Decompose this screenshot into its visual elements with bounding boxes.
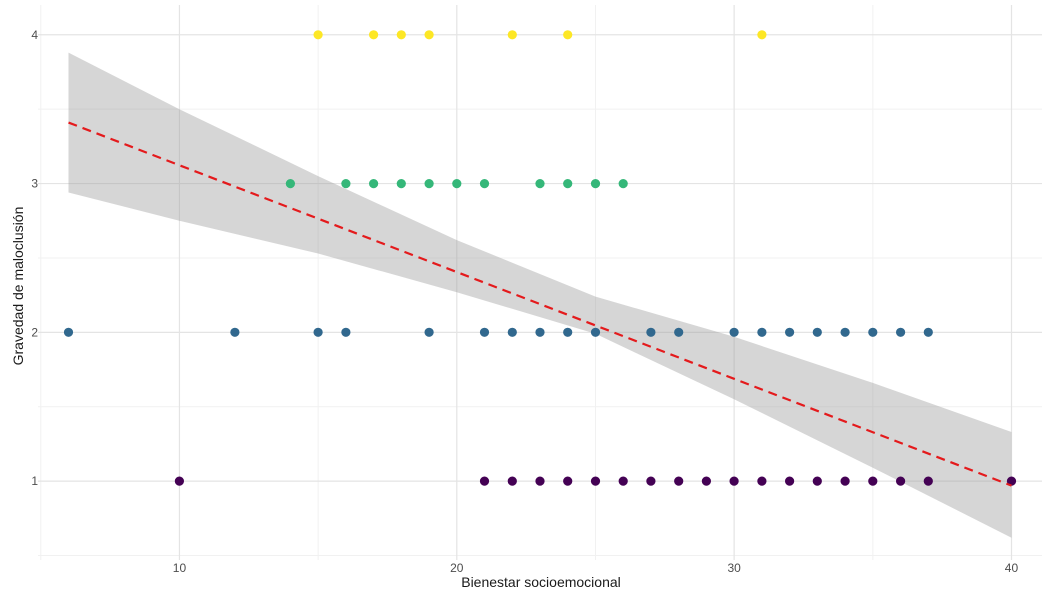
data-point xyxy=(590,327,601,337)
data-point xyxy=(923,327,933,337)
data-point xyxy=(369,179,379,189)
data-point xyxy=(479,327,490,337)
data-point xyxy=(646,476,656,486)
data-point xyxy=(563,327,573,337)
data-point xyxy=(174,476,184,486)
data-point xyxy=(757,30,767,40)
confidence-band xyxy=(68,52,1012,538)
data-point xyxy=(868,476,878,486)
data-point xyxy=(590,476,601,486)
regression-line-path xyxy=(68,121,1012,487)
data-point xyxy=(230,327,240,337)
data-points xyxy=(63,30,1017,486)
data-point xyxy=(896,327,906,337)
data-point xyxy=(424,30,434,40)
data-point xyxy=(424,327,434,337)
data-point xyxy=(507,30,517,40)
data-point xyxy=(313,327,323,337)
data-point xyxy=(868,327,878,337)
data-point xyxy=(563,476,573,486)
regression-line xyxy=(68,121,1012,487)
x-tick-label: 20 xyxy=(450,561,464,575)
data-point xyxy=(646,327,656,337)
data-point xyxy=(341,327,351,337)
data-point xyxy=(479,476,490,486)
x-tick-label: 10 xyxy=(173,561,187,575)
data-point xyxy=(618,476,628,486)
data-point xyxy=(618,179,628,189)
data-point xyxy=(785,327,795,337)
y-tick-label: 2 xyxy=(31,325,38,339)
data-point xyxy=(701,476,712,486)
data-point xyxy=(923,476,933,486)
data-point xyxy=(590,179,601,189)
data-point xyxy=(535,327,545,337)
x-tick-label: 30 xyxy=(727,561,741,575)
data-point xyxy=(396,30,406,40)
data-point xyxy=(563,30,573,40)
data-point xyxy=(840,327,850,337)
data-point xyxy=(535,179,545,189)
y-tick-label: 4 xyxy=(31,28,38,42)
y-axis-title: Gravedad de maloclusión xyxy=(10,207,26,366)
confidence-band-area xyxy=(68,52,1012,538)
data-point xyxy=(507,327,517,337)
data-point xyxy=(341,179,351,189)
data-point xyxy=(285,179,295,189)
data-point xyxy=(729,327,739,337)
x-tick-label: 40 xyxy=(1005,561,1019,575)
y-tick-label: 1 xyxy=(31,474,38,488)
minor-gridlines xyxy=(38,5,1042,560)
data-point xyxy=(479,179,490,189)
data-point xyxy=(757,476,767,486)
data-point xyxy=(757,327,767,337)
data-point xyxy=(369,30,379,40)
data-point xyxy=(812,476,822,486)
data-point xyxy=(507,476,517,486)
data-point xyxy=(896,476,906,486)
data-point xyxy=(535,476,545,486)
data-point xyxy=(396,179,406,189)
data-point xyxy=(63,327,74,337)
data-point xyxy=(563,179,573,189)
data-point xyxy=(729,476,739,486)
data-point xyxy=(313,30,323,40)
data-point xyxy=(1006,476,1017,486)
data-point xyxy=(785,476,795,486)
y-tick-labels: 1 2 3 4 xyxy=(31,28,38,488)
data-point xyxy=(812,327,822,337)
data-point xyxy=(840,476,850,486)
data-point xyxy=(424,179,434,189)
x-tick-labels: 10 20 30 40 xyxy=(173,561,1019,575)
x-axis-title: Bienestar socioemocional xyxy=(461,574,621,590)
data-point xyxy=(452,179,462,189)
data-point xyxy=(674,476,684,486)
data-point xyxy=(674,327,684,337)
y-tick-label: 3 xyxy=(31,177,38,191)
